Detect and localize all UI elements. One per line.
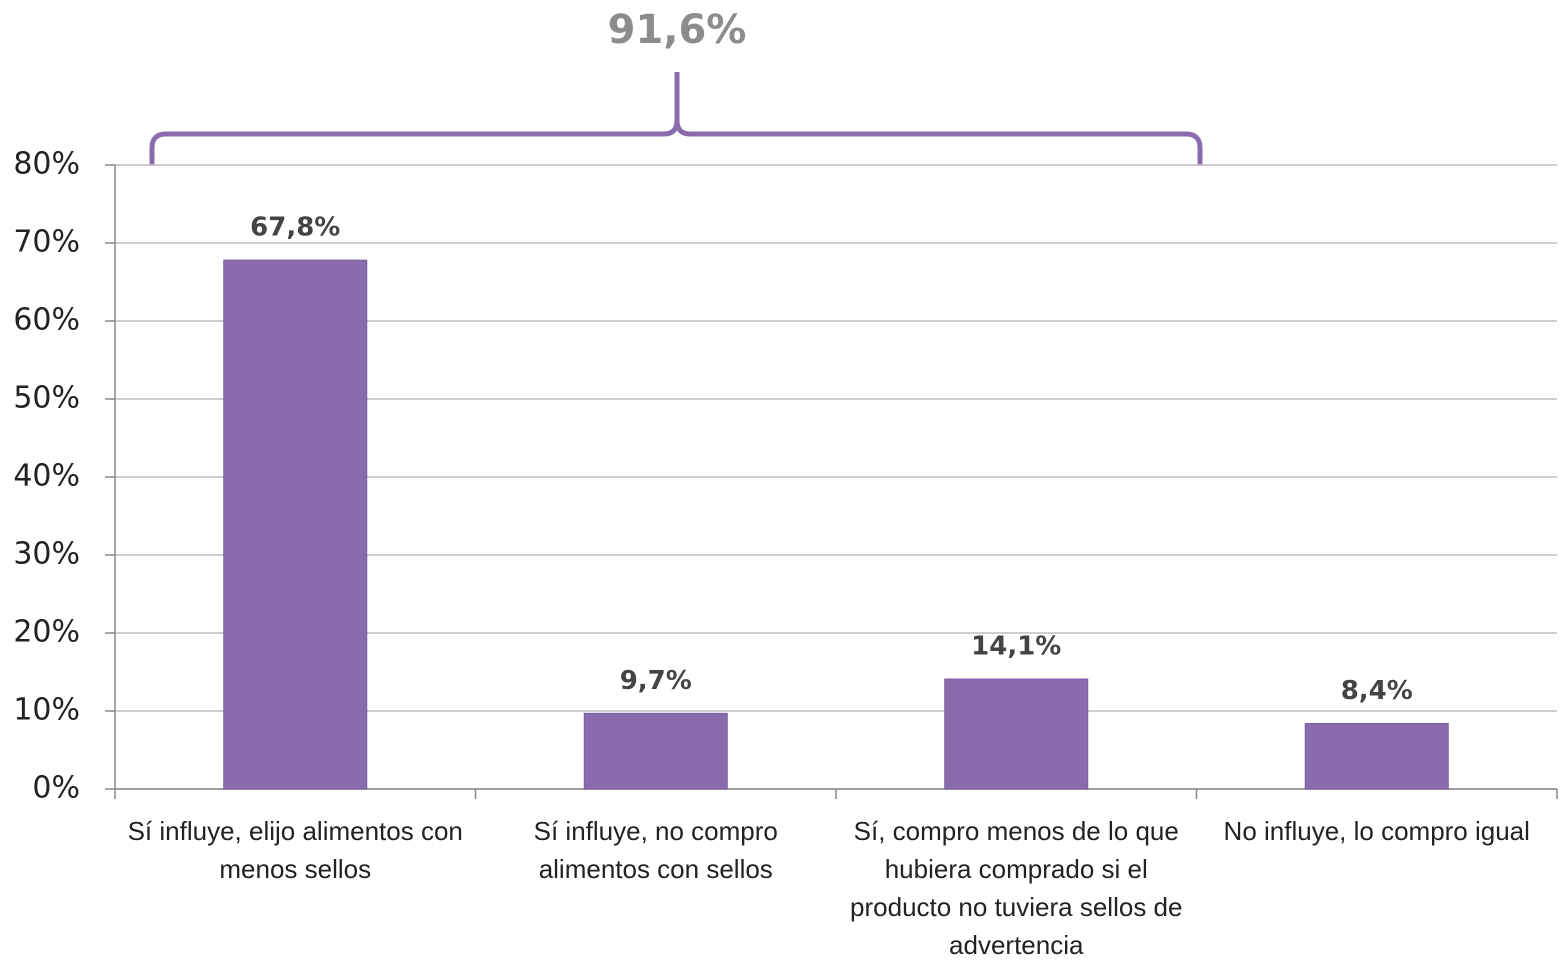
bar bbox=[944, 678, 1089, 790]
y-tick-label: 60% bbox=[13, 303, 80, 338]
annotation: 91,6% bbox=[608, 7, 747, 53]
bracket bbox=[149, 72, 1203, 165]
y-tick-label: 40% bbox=[13, 459, 80, 494]
x-tick-label: No influye, lo compro igual bbox=[1223, 816, 1530, 846]
y-tick-label: 30% bbox=[13, 537, 80, 572]
bar bbox=[223, 259, 368, 790]
x-tick-label: Sí influye, no compro alimentos con sell… bbox=[533, 816, 778, 884]
bar bbox=[583, 712, 728, 790]
x-tick-label: Sí, compro menos de lo que hubiera compr… bbox=[850, 816, 1183, 960]
data-label: 14,1% bbox=[971, 632, 1061, 662]
y-tick-label: 50% bbox=[13, 381, 80, 416]
data-label: 67,8% bbox=[250, 213, 340, 243]
y-tick-label: 10% bbox=[13, 693, 80, 728]
y-tick-label: 20% bbox=[13, 615, 80, 650]
y-tick-label: 70% bbox=[13, 225, 80, 260]
y-tick-label: 80% bbox=[13, 147, 80, 182]
x-tick-label: Sí influye, elijo alimentos con menos se… bbox=[127, 816, 463, 884]
data-label: 8,4% bbox=[1341, 676, 1413, 706]
data-label: 9,7% bbox=[620, 666, 692, 696]
bar bbox=[1304, 722, 1449, 790]
y-tick-label: 0% bbox=[32, 771, 80, 806]
